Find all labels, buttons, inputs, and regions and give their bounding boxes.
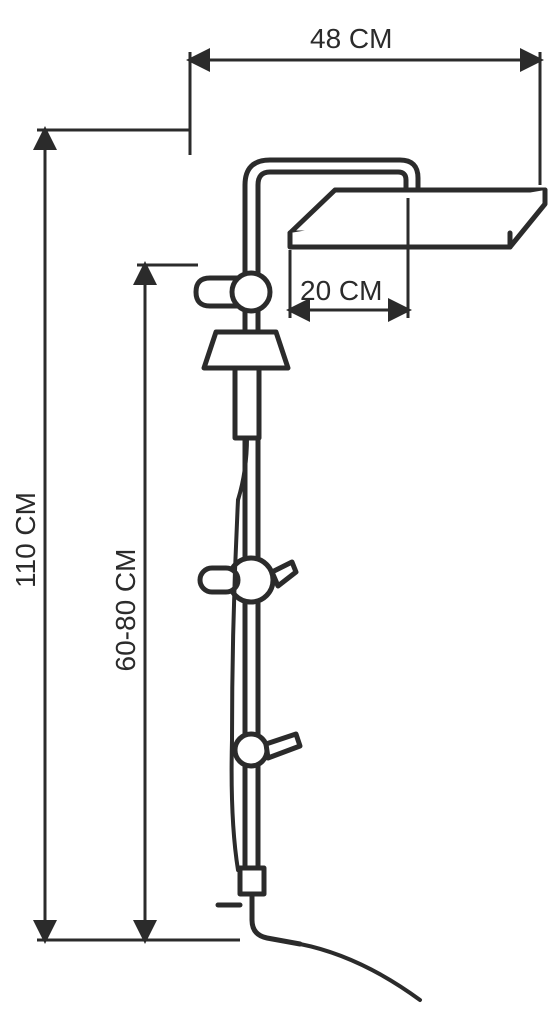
label-head: 20 CM: [300, 275, 382, 306]
dim-width-48: [190, 52, 540, 185]
diverter: [235, 734, 300, 766]
shower-head: [290, 190, 545, 247]
label-height: 110 CM: [10, 492, 41, 588]
bottom-elbow: [218, 740, 420, 1000]
label-width: 48 CM: [310, 23, 392, 54]
dim-height-110: [37, 130, 240, 940]
slide-bracket: [200, 558, 296, 602]
top-bracket: [196, 273, 270, 311]
label-rail: 60-80 CM: [110, 549, 141, 672]
dim-rail-6080: [137, 265, 198, 940]
